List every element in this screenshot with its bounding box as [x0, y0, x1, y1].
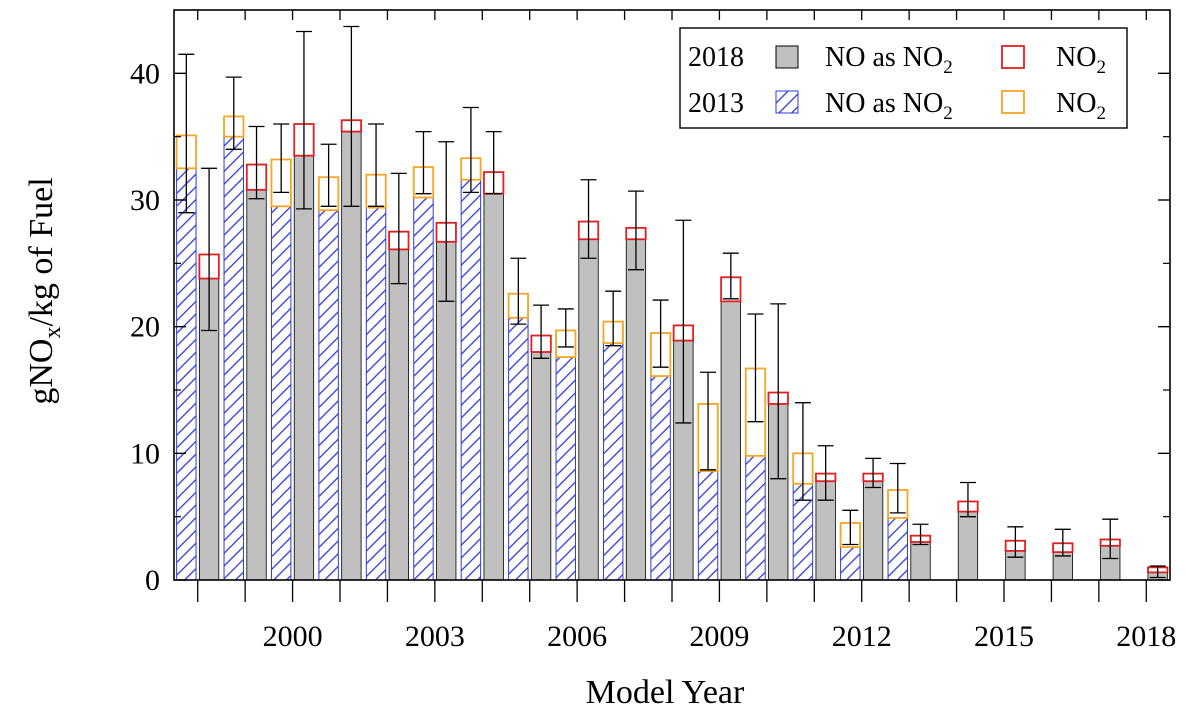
- legend-swatch-2013-no2: [1001, 90, 1025, 114]
- x-tick-label-2009: 2009: [689, 620, 749, 653]
- bar-2018-no-2014: [957, 511, 979, 581]
- bar-2013-no-2013: [887, 517, 908, 581]
- bar-2018-no-2006: [578, 238, 599, 581]
- legend-year-2018: 2018: [688, 42, 744, 73]
- bar-2013-no-2006: [555, 356, 576, 581]
- bar-2013-no-2005: [508, 317, 529, 581]
- bar-2013-no-2009: [697, 470, 719, 581]
- y-axis-label-main: gNO: [23, 339, 60, 405]
- legend-label-2013-no-sub: 2: [943, 103, 953, 124]
- legend-label-2013-no2-main: NO: [1056, 88, 1096, 119]
- bar-2018-no-2004: [483, 193, 504, 581]
- bar-2018-no-2013: [910, 541, 931, 581]
- x-tick-label-2000: 2000: [263, 620, 323, 653]
- legend-label-2018-no: NO as NO2: [825, 42, 953, 78]
- y-tick-label-10: 10: [130, 437, 160, 470]
- bar-2018-no-2000: [293, 155, 315, 581]
- bar-2018-no-2009: [720, 300, 741, 581]
- x-tick-label-2003: 2003: [405, 620, 465, 653]
- bar-2013-no-2000: [270, 205, 292, 581]
- y-axis-label: gNOx/kg of Fuel: [23, 177, 66, 404]
- legend-label-2018-no2-main: NO: [1056, 42, 1096, 73]
- x-tick-label-2006: 2006: [547, 620, 607, 653]
- y-tick-label-40: 40: [130, 57, 160, 90]
- bar-2018-no-2002: [388, 248, 409, 581]
- legend-label-2018-no2: NO2: [1056, 42, 1106, 78]
- legend-box: [679, 27, 1128, 129]
- y-tick-label-30: 30: [130, 184, 160, 217]
- bar-2013-no-2004: [460, 179, 482, 581]
- y-axis-label-rest: /kg of Fuel: [23, 177, 60, 326]
- legend-swatch-2018-no: [775, 45, 799, 69]
- legend-swatch-2018-no2: [1001, 45, 1025, 69]
- x-tick-label-2015: 2015: [974, 620, 1034, 653]
- bar-2013-no-2012: [840, 546, 861, 581]
- legend-year-2013: 2013: [688, 88, 744, 119]
- legend-label-2018-no2-sub: 2: [1096, 57, 1106, 78]
- error-bars-layer: [178, 25, 1166, 579]
- y-axis-label-subscript: x: [40, 327, 66, 339]
- bar-2013-no-1998: [176, 167, 197, 581]
- bar-2013-no-2003: [413, 196, 434, 581]
- bar-2013-no-1999: [223, 136, 244, 581]
- bars-layer: [175, 115, 1169, 581]
- bar-2018-no-1999: [246, 189, 267, 581]
- bar-2018-no-2005: [530, 351, 552, 581]
- legend-label-2013-no2: NO2: [1056, 88, 1106, 124]
- x-tick-label-2012: 2012: [832, 620, 892, 653]
- legend: 2018 NO as NO2 NO2 2013 NO as NO2 NO2: [679, 27, 1128, 129]
- legend-label-2018-no-sub: 2: [943, 57, 953, 78]
- legend-swatch-2013-no: [775, 90, 799, 114]
- bar-2013-no-2008: [650, 375, 671, 581]
- y-tick-label-0: 0: [145, 564, 160, 597]
- bar-2018-no-2012: [862, 480, 884, 581]
- y-tick-label-20: 20: [130, 311, 160, 344]
- bar-2013-no-2010: [745, 455, 766, 581]
- y-axis: 0 10 20 30 40: [130, 57, 1170, 597]
- x-axis-label: Model Year: [586, 674, 745, 711]
- bar-2018-no-2007: [625, 238, 647, 581]
- legend-label-2013-no2-sub: 2: [1096, 103, 1106, 124]
- legend-label-2013-no: NO as NO2: [825, 88, 953, 124]
- bar-2013-no-2002: [365, 207, 387, 581]
- legend-label-2018-no-main: NO as NO: [825, 42, 943, 73]
- x-tick-label-2018: 2018: [1116, 620, 1176, 653]
- bar-2013-no-2001: [318, 209, 339, 581]
- legend-label-2013-no-main: NO as NO: [825, 88, 943, 119]
- bar-2013-no-2007: [602, 342, 624, 581]
- x-axis: 2000 2003 2006 2009 2012 2015 2018: [197, 10, 1176, 653]
